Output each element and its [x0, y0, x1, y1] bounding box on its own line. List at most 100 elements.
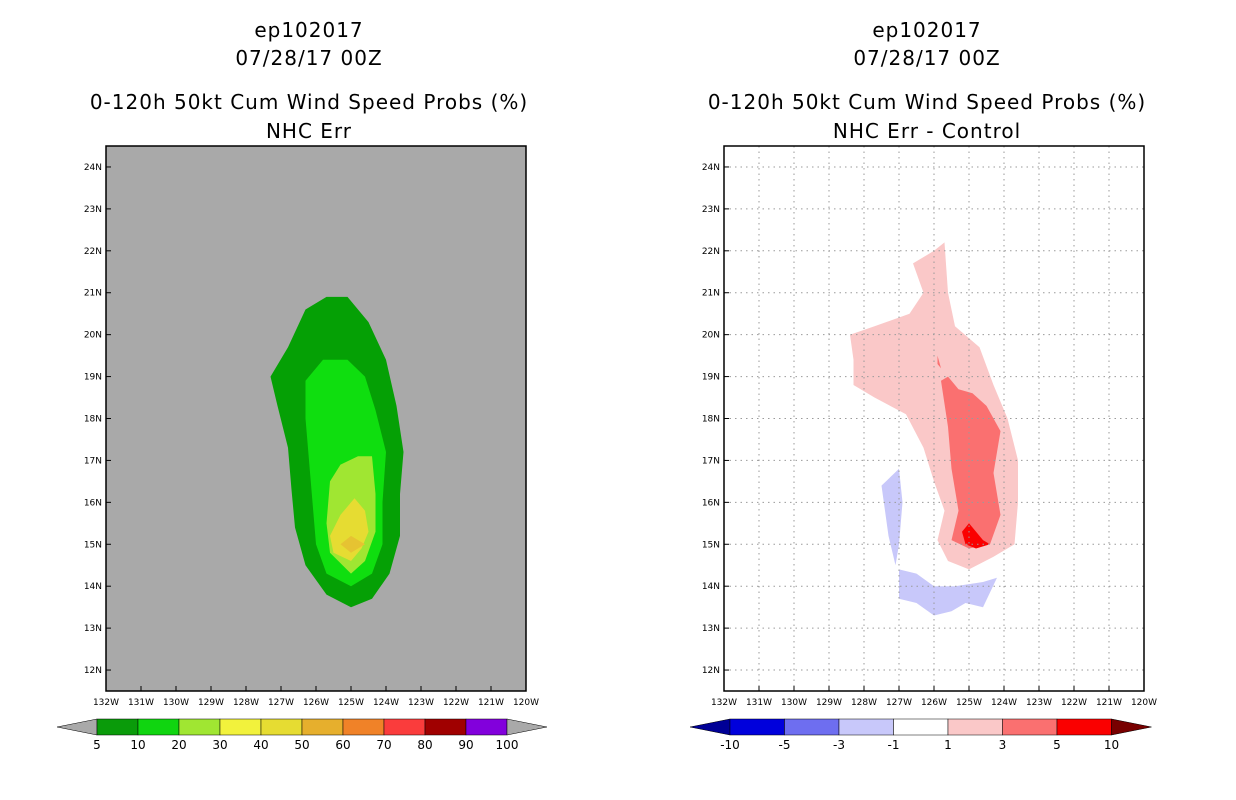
colorbar-label: 70: [376, 738, 391, 752]
chart-subtitle: NHC Err: [265, 119, 353, 143]
colorbar-swatch: [1056, 718, 1112, 736]
y-tick-label: 12N: [702, 666, 720, 676]
contour-level-neg1-5: [899, 569, 997, 616]
y-tick-label: 23N: [84, 205, 102, 215]
y-tick-label: 22N: [702, 247, 720, 257]
y-tick-label: 16N: [702, 498, 720, 508]
x-tick-label: 129W: [198, 698, 224, 708]
colorbar-over-triangle: [1111, 718, 1152, 736]
colorbar-swatch: [342, 718, 385, 736]
y-tick-label: 13N: [702, 624, 720, 634]
colorbar-label: 60: [335, 738, 350, 752]
colorbar-swatch: [137, 718, 180, 736]
x-tick-label: 126W: [921, 698, 947, 708]
colorbar-swatch: [729, 718, 785, 736]
x-tick-label: 124W: [991, 698, 1017, 708]
x-tick-label: 130W: [163, 698, 189, 708]
x-tick-label: 121W: [1096, 698, 1122, 708]
y-tick-label: 15N: [84, 540, 102, 550]
chart-title: 0-120h 50kt Cum Wind Speed Probs (%): [89, 90, 529, 114]
colorbar-swatch: [947, 718, 1003, 736]
colorbar-label: 5: [1053, 738, 1061, 752]
y-tick-label: 14N: [84, 582, 102, 592]
y-tick-label: 24N: [702, 163, 720, 173]
contour-level-neg1-4: [881, 468, 903, 566]
x-tick-label: 125W: [338, 698, 364, 708]
colorbar-swatch: [260, 718, 303, 736]
colorbar-label: 30: [212, 738, 227, 752]
colorbar-label: -10: [720, 738, 740, 752]
y-tick-label: 20N: [702, 331, 720, 341]
colorbar-swatch: [96, 718, 139, 736]
x-tick-label: 132W: [711, 698, 737, 708]
y-tick-label: 18N: [702, 415, 720, 425]
x-tick-label: 120W: [513, 698, 539, 708]
y-tick-label: 13N: [84, 624, 102, 634]
x-tick-label: 122W: [1061, 698, 1087, 708]
x-tick-label: 128W: [233, 698, 259, 708]
x-tick-label: 131W: [128, 698, 154, 708]
x-tick-label: 123W: [408, 698, 434, 708]
y-tick-label: 20N: [84, 331, 102, 341]
x-tick-label: 132W: [93, 698, 119, 708]
colorbar-label: 100: [496, 738, 519, 752]
y-tick-label: 17N: [702, 456, 720, 466]
colorbar-label: 80: [417, 738, 432, 752]
colorbar-label: 1: [944, 738, 952, 752]
colorbar-swatch: [301, 718, 344, 736]
date-title: 07/28/17 00Z: [235, 46, 383, 70]
colorbar-swatch: [465, 718, 508, 736]
x-tick-label: 126W: [303, 698, 329, 708]
colorbar-label: 40: [253, 738, 268, 752]
date-title: 07/28/17 00Z: [853, 46, 1001, 70]
colorbar-under-triangle: [689, 718, 731, 736]
x-tick-label: 128W: [851, 698, 877, 708]
colorbar-label: -5: [779, 738, 791, 752]
x-tick-label: 124W: [373, 698, 399, 708]
colorbar-swatch: [784, 718, 840, 736]
colorbar-swatch: [893, 718, 949, 736]
colorbar-swatch: [424, 718, 467, 736]
colorbar-under-triangle: [56, 718, 98, 736]
x-tick-label: 129W: [816, 698, 842, 708]
x-tick-label: 120W: [1131, 698, 1157, 708]
colorbar-over-triangle: [506, 718, 548, 736]
storm-id-title: ep102017: [254, 18, 364, 42]
colorbar-swatch: [383, 718, 426, 736]
y-tick-label: 18N: [84, 415, 102, 425]
left-panel: ep102017 07/28/17 00Z 0-120h 50kt Cum Wi…: [56, 18, 548, 752]
colorbar-swatch: [178, 718, 221, 736]
x-tick-label: 123W: [1026, 698, 1052, 708]
y-tick-label: 23N: [702, 205, 720, 215]
x-tick-label: 125W: [956, 698, 982, 708]
x-tick-label: 122W: [443, 698, 469, 708]
contour-level-3-3: [937, 355, 941, 369]
colorbar-swatch: [219, 718, 262, 736]
difference-map-right: 132W 131W 130W 129W 128W 127W 126W 125W 124W 123W…: [689, 145, 1157, 752]
colorbar-label: 90: [458, 738, 473, 752]
contour-level-3-1: [941, 376, 1001, 549]
right-panel: ep102017 07/28/17 00Z 0-120h 50kt Cum Wi…: [618, 0, 1236, 800]
y-tick-label: 22N: [84, 247, 102, 257]
colorbar-label: 20: [171, 738, 186, 752]
colorbar-swatch: [838, 718, 894, 736]
x-tick-label: 127W: [268, 698, 294, 708]
colorbar-label: 10: [130, 738, 145, 752]
colorbar-label: 50: [294, 738, 309, 752]
colorbar-label: 5: [93, 738, 101, 752]
colorbar-swatch: [1002, 718, 1058, 736]
y-tick-label: 16N: [84, 498, 102, 508]
chart-title: 0-120h 50kt Cum Wind Speed Probs (%): [707, 90, 1147, 114]
colorbar-label: 10: [1104, 738, 1119, 752]
y-tick-label: 14N: [702, 582, 720, 592]
storm-id-title: ep102017: [872, 18, 982, 42]
y-tick-label: 12N: [84, 666, 102, 676]
probability-map-left: 132W 131W 130W 129W 128W 127W 126W 125W 124W 123W…: [56, 145, 548, 752]
y-tick-label: 21N: [84, 289, 102, 299]
colorbar-label: 3: [999, 738, 1007, 752]
y-tick-label: 15N: [702, 540, 720, 550]
y-tick-label: 24N: [84, 163, 102, 173]
y-tick-label: 19N: [702, 373, 720, 383]
x-tick-label: 121W: [478, 698, 504, 708]
colorbar-label: -3: [833, 738, 845, 752]
